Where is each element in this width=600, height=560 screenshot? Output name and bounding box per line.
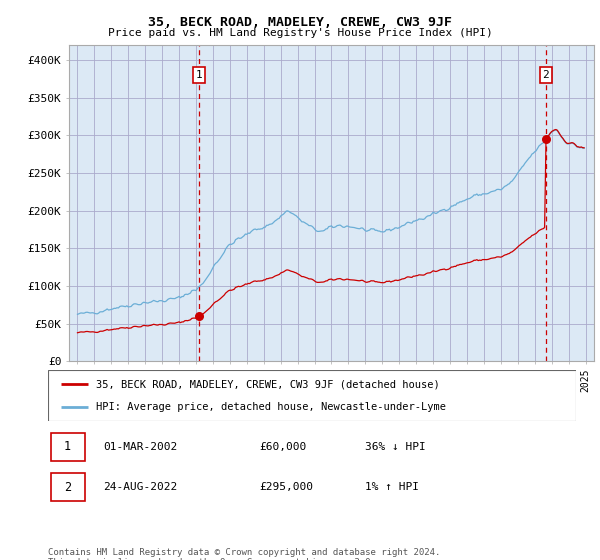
Point [541, 134, 551, 143]
FancyBboxPatch shape [50, 473, 85, 501]
Text: 24-AUG-2022: 24-AUG-2022 [103, 482, 178, 492]
Text: £60,000: £60,000 [259, 442, 307, 452]
Text: 2: 2 [542, 70, 549, 80]
Text: 36% ↓ HPI: 36% ↓ HPI [365, 442, 425, 452]
Text: 2: 2 [64, 480, 71, 494]
Point [194, 311, 203, 320]
Text: £295,000: £295,000 [259, 482, 313, 492]
Text: Price paid vs. HM Land Registry's House Price Index (HPI): Price paid vs. HM Land Registry's House … [107, 28, 493, 38]
Text: 1: 1 [196, 70, 202, 80]
Text: 35, BECK ROAD, MADELEY, CREWE, CW3 9JF: 35, BECK ROAD, MADELEY, CREWE, CW3 9JF [148, 16, 452, 29]
Text: 1% ↑ HPI: 1% ↑ HPI [365, 482, 419, 492]
Text: 1: 1 [64, 440, 71, 454]
Text: 35, BECK ROAD, MADELEY, CREWE, CW3 9JF (detached house): 35, BECK ROAD, MADELEY, CREWE, CW3 9JF (… [95, 379, 439, 389]
FancyBboxPatch shape [48, 370, 576, 421]
Text: HPI: Average price, detached house, Newcastle-under-Lyme: HPI: Average price, detached house, Newc… [95, 402, 446, 412]
Text: Contains HM Land Registry data © Crown copyright and database right 2024.
This d: Contains HM Land Registry data © Crown c… [48, 548, 440, 560]
FancyBboxPatch shape [50, 433, 85, 461]
Text: 01-MAR-2002: 01-MAR-2002 [103, 442, 178, 452]
